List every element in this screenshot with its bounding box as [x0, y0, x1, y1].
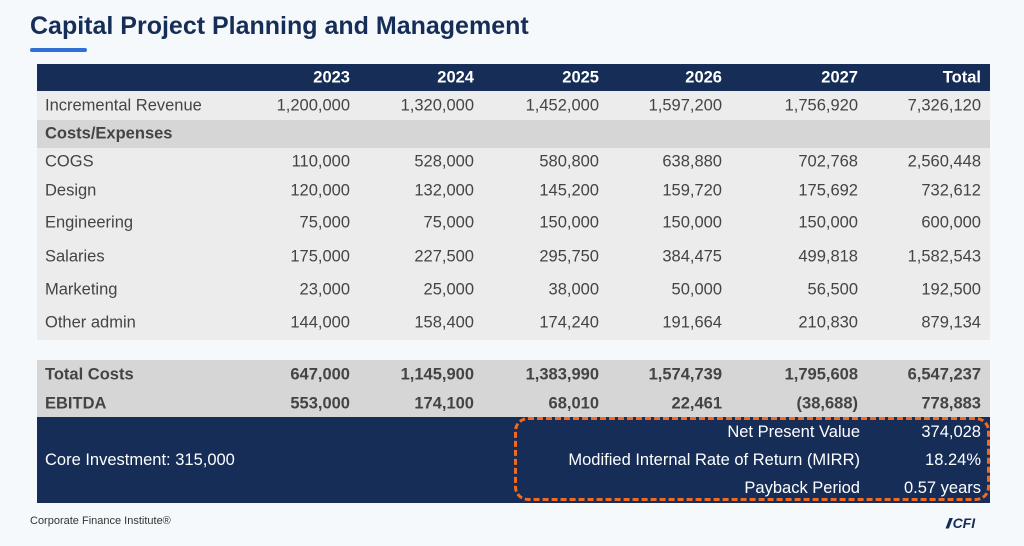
- table-row: Other admin 144,000 158,400 174,240 191,664 2…: [37, 306, 990, 340]
- column-header: 2026: [685, 68, 722, 86]
- cell: 50,000: [671, 280, 722, 298]
- cell: 702,768: [798, 152, 858, 171]
- column-header: 2027: [821, 68, 858, 86]
- cell: 600,000: [921, 213, 981, 231]
- cell: 1,320,000: [400, 96, 474, 114]
- metric-label: Modified Internal Rate of Return (MIRR): [568, 451, 860, 469]
- cell: 879,134: [921, 313, 981, 332]
- row-label: Total Costs: [45, 365, 134, 384]
- title-underline: [30, 48, 87, 52]
- metric-label: Payback Period: [744, 479, 860, 497]
- cell: 68,010: [548, 394, 599, 412]
- cell: 25,000: [423, 280, 474, 298]
- logo-text: CFI: [952, 515, 976, 531]
- cell: 1,574,739: [648, 365, 722, 384]
- cell: 150,000: [539, 213, 599, 231]
- row-label: EBITDA: [45, 394, 107, 412]
- cell: 150,000: [662, 213, 722, 231]
- cell: 778,883: [921, 394, 981, 412]
- cell: 158,400: [414, 313, 474, 332]
- cell: 1,452,000: [525, 96, 599, 114]
- cell: 732,612: [921, 181, 981, 199]
- cell: 384,475: [662, 247, 722, 265]
- cell: 553,000: [290, 394, 350, 412]
- cell: 150,000: [798, 213, 858, 231]
- row-label: Salaries: [45, 247, 105, 265]
- metric-label: Net Present Value: [727, 423, 860, 441]
- row-label: Costs/Expenses: [45, 124, 173, 143]
- cell: 638,880: [662, 152, 722, 171]
- cell: 175,000: [290, 247, 350, 265]
- cell: 38,000: [548, 280, 599, 298]
- table-header: 2023 2024 2025 2026 2027 Total: [37, 64, 990, 91]
- table-row: Design 120,000 132,000 145,200 159,720 175,69…: [37, 176, 990, 205]
- cell: 295,750: [539, 247, 599, 265]
- cell: 132,000: [414, 181, 474, 199]
- cell: 191,664: [662, 313, 722, 332]
- cell: 159,720: [662, 181, 722, 199]
- cell: 75,000: [299, 213, 350, 231]
- column-header: 2025: [562, 68, 599, 86]
- cfi-logo: /// CFI: [946, 515, 976, 531]
- footer-text: Corporate Finance Institute®: [30, 515, 171, 527]
- table-row: Total Costs 647,000 1,145,900 1,383,990 1,57…: [37, 360, 990, 390]
- column-header: Total: [942, 68, 981, 86]
- metric-value: 0.57 years: [903, 479, 981, 497]
- cell: 210,830: [798, 313, 858, 332]
- cell: 110,000: [291, 152, 350, 171]
- page-title: Capital Project Planning and Management: [30, 12, 529, 40]
- cell: 1,756,920: [784, 96, 858, 114]
- cell: (38,688): [796, 394, 858, 412]
- row-label: Marketing: [45, 280, 118, 298]
- cell: 2,560,448: [907, 152, 981, 171]
- cell: 23,000: [299, 280, 350, 298]
- cell: 1,145,900: [400, 365, 474, 384]
- cell: 1,200,000: [276, 96, 350, 114]
- table-row: Incremental Revenue 1,200,000 1,320,000 1,4…: [37, 91, 990, 120]
- cell: 174,100: [414, 394, 474, 412]
- table-row: COGS 110,000 528,000 580,800 638,880 702,768 2…: [37, 148, 990, 176]
- row-label: Design: [45, 181, 97, 199]
- cell: 1,383,990: [525, 365, 599, 384]
- row-label: COGS: [45, 152, 94, 171]
- core-investment: Core Investment: 315,000: [45, 451, 235, 469]
- cell: 120,000: [290, 181, 350, 199]
- column-header: 2024: [437, 68, 474, 86]
- summary-panel: Core Investment: 315,000 Net Present Val…: [37, 417, 990, 503]
- table-row: EBITDA 553,000 174,100 68,010 22,461 (38,688)…: [37, 390, 990, 417]
- cell: 175,692: [798, 181, 858, 199]
- highlight-box: [514, 417, 990, 501]
- metric-value: 374,028: [921, 423, 981, 441]
- cell: 227,500: [414, 247, 474, 265]
- table-row: Costs/Expenses: [37, 120, 990, 148]
- cell: 580,800: [539, 152, 599, 171]
- metric-value: 18.24%: [925, 451, 981, 469]
- cell: 1,795,608: [784, 365, 858, 384]
- cell: 528,000: [414, 152, 474, 171]
- cell: 56,500: [807, 280, 858, 298]
- cell: 6,547,237: [907, 365, 981, 384]
- row-label: Other admin: [45, 313, 136, 332]
- cell: 174,240: [539, 313, 599, 332]
- cell: 145,200: [539, 181, 599, 199]
- column-header: 2023: [313, 68, 350, 86]
- table-row: Marketing 23,000 25,000 38,000 50,000 56,500 1…: [37, 273, 990, 306]
- cell: 192,500: [921, 280, 981, 298]
- cell: 7,326,120: [907, 96, 981, 114]
- cell: 1,582,543: [907, 247, 981, 265]
- cell: 22,461: [671, 394, 722, 412]
- cell: 75,000: [423, 213, 474, 231]
- cell: 1,597,200: [648, 96, 722, 114]
- table-row: Engineering 75,000 75,000 150,000 150,000 150…: [37, 205, 990, 240]
- row-label: Engineering: [45, 213, 134, 231]
- cell: 144,000: [290, 313, 350, 332]
- table-row: Salaries 175,000 227,500 295,750 384,475 499,…: [37, 240, 990, 273]
- row-label: Incremental Revenue: [45, 96, 202, 114]
- cell: 499,818: [798, 247, 858, 265]
- cell: 647,000: [290, 365, 350, 384]
